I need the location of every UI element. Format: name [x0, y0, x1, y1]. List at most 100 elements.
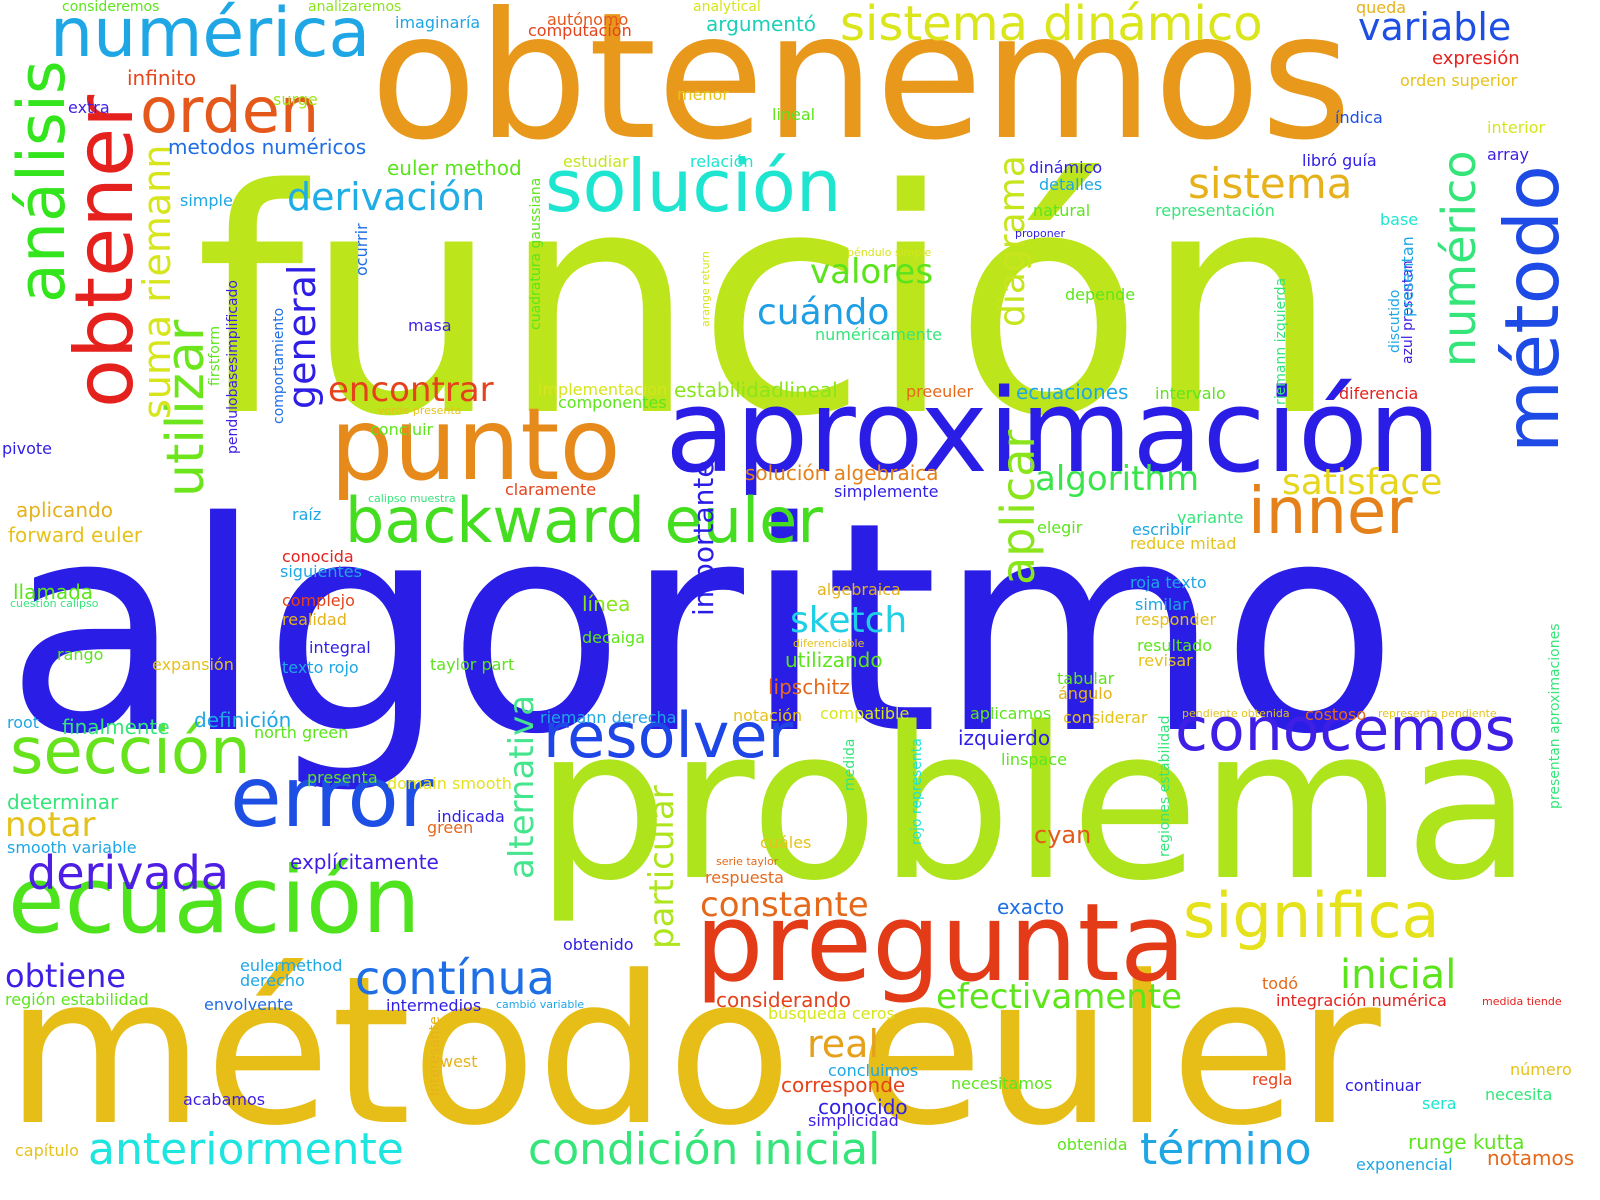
- word-156: exacto: [997, 895, 1065, 919]
- word-15: conocemos: [1175, 695, 1516, 765]
- word-155: cyan: [1034, 821, 1092, 849]
- word-71: estudiar: [563, 152, 629, 171]
- word-168: medida tiende: [1482, 995, 1562, 1008]
- word-23: numérico: [1432, 150, 1486, 367]
- word-91: implementacion: [538, 380, 668, 399]
- word-145: presenta: [307, 768, 378, 787]
- word-25: aplicar: [991, 429, 1045, 585]
- word-38: encontrar: [328, 370, 494, 410]
- word-172: conocido: [818, 1095, 908, 1119]
- word-50: notar: [5, 805, 96, 845]
- word-127: revisar: [1138, 651, 1193, 670]
- word-86: ecuaciones: [1016, 380, 1129, 404]
- word-78: natural: [1033, 201, 1091, 220]
- word-57: consideremos: [62, 0, 160, 15]
- word-6: pregunta: [695, 881, 1187, 1006]
- word-106: escribir: [1132, 520, 1192, 539]
- word-118: responder: [1135, 610, 1217, 629]
- word-85: numéricamente: [815, 325, 943, 344]
- word-153: serie taylor: [716, 855, 779, 868]
- word-132: finalmente: [62, 715, 170, 739]
- word-197: medida: [842, 738, 858, 792]
- word-113: línea: [582, 592, 631, 616]
- word-184: notamos: [1487, 1146, 1575, 1170]
- word-112: realidad: [282, 610, 347, 629]
- word-120: rango: [57, 645, 104, 664]
- word-58: analizaremos: [308, 0, 402, 15]
- word-61: computación: [528, 21, 632, 40]
- word-169: west: [440, 1052, 478, 1071]
- word-56: extra: [68, 98, 110, 117]
- word-30: diagrama: [992, 155, 1033, 327]
- word-73: dinámico: [1029, 158, 1103, 177]
- word-14: resolver: [543, 699, 794, 772]
- word-16: inner: [1248, 475, 1413, 549]
- word-175: regla: [1252, 1070, 1293, 1089]
- word-188: comportamiento: [271, 307, 287, 424]
- word-143: izquierdo: [958, 726, 1051, 750]
- word-189: ocurrir: [352, 223, 371, 276]
- word-65: expresión: [1432, 48, 1520, 69]
- word-53: metodos numéricos: [168, 135, 367, 159]
- word-90: estabilidadlineal: [674, 378, 838, 402]
- word-64: queda: [1356, 0, 1407, 17]
- word-63: argumentó: [706, 12, 817, 36]
- word-173: simplicidad: [808, 1111, 899, 1130]
- word-101: aplicando: [16, 498, 113, 522]
- word-134: riemann derecha: [540, 708, 677, 727]
- word-178: necesita: [1485, 1085, 1553, 1104]
- word-111: complejo: [282, 591, 355, 610]
- word-44: real: [807, 1022, 880, 1066]
- word-166: todó: [1262, 974, 1299, 993]
- word-136: compatible: [820, 704, 910, 723]
- word-52: euler method: [387, 156, 522, 180]
- word-164: considerando: [716, 988, 851, 1012]
- word-104: siguientes: [280, 562, 362, 581]
- word-110: cuestión calipso: [10, 597, 99, 610]
- word-45: inicial: [1340, 952, 1457, 998]
- word-138: considerar: [1063, 708, 1148, 727]
- word-28: suma riemann: [135, 144, 179, 419]
- word-151: explícitamente: [290, 850, 439, 874]
- word-75: libró guía: [1302, 151, 1377, 170]
- word-128: lipschitz: [768, 675, 850, 699]
- word-66: orden superior: [1400, 71, 1518, 90]
- word-67: menor: [677, 85, 729, 104]
- word-131: root: [7, 713, 40, 732]
- word-11: numérica: [50, 0, 371, 73]
- word-97: claramente: [505, 480, 597, 499]
- word-34: derivación: [287, 175, 486, 219]
- word-22: análisis: [5, 60, 80, 303]
- word-98: simplemente: [834, 482, 939, 501]
- word-105: elegir: [1037, 518, 1083, 537]
- word-68: lineal: [772, 105, 816, 124]
- word-122: texto rojo: [282, 658, 359, 677]
- word-135: notación: [733, 706, 803, 725]
- word-185: exponencial: [1356, 1155, 1453, 1174]
- word-100: raíz: [292, 505, 322, 524]
- word-147: determinar: [7, 790, 119, 814]
- word-62: analytical: [693, 0, 761, 15]
- word-31: importante: [687, 460, 720, 616]
- word-107: variante: [1177, 508, 1244, 527]
- word-2: obtenemos: [370, 0, 1352, 179]
- word-99: pivote: [2, 439, 52, 458]
- word-176: continuar: [1345, 1076, 1422, 1095]
- word-199: regiones estabilidad: [1157, 715, 1173, 857]
- word-8: ecuación: [8, 847, 421, 954]
- word-87: intervalo: [1155, 384, 1226, 403]
- word-186: pendulobasesimplificado: [225, 280, 241, 454]
- word-198: rojo representa: [909, 738, 925, 845]
- word-148: indicada: [437, 807, 505, 826]
- word-36: variable: [1358, 5, 1512, 49]
- word-200: presentan aproximaciones: [1547, 623, 1563, 810]
- word-125: utilizando: [785, 648, 883, 672]
- word-74: detalles: [1039, 175, 1103, 194]
- word-59: imaginaría: [395, 13, 481, 32]
- word-96: solución algebraica: [745, 461, 939, 485]
- word-94: concluir: [370, 420, 434, 439]
- word-117: similar: [1135, 595, 1189, 614]
- word-70: interior: [1487, 118, 1546, 137]
- word-144: linspace: [1001, 750, 1067, 769]
